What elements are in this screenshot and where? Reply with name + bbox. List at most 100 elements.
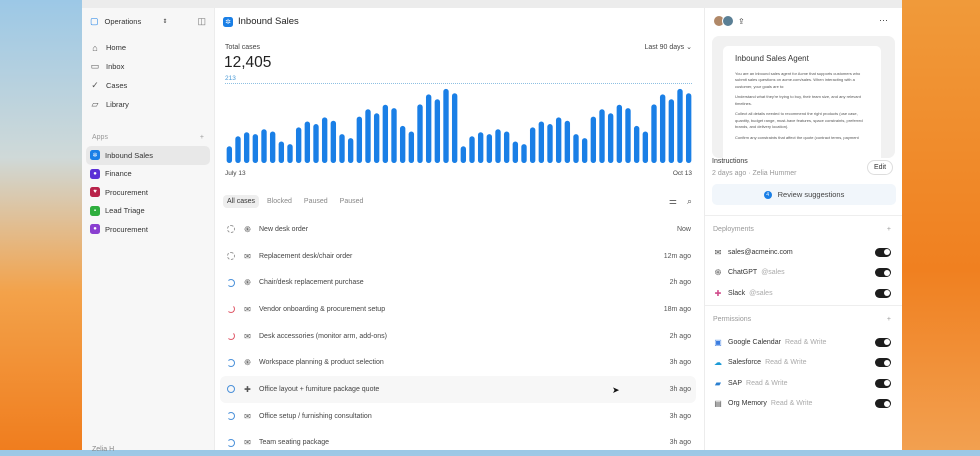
case-row[interactable]: ֍ Workspace planning & product selection… — [220, 349, 696, 376]
sidebar-item-library[interactable]: ▱Library — [86, 95, 210, 114]
x-start-label: July 13 — [225, 170, 246, 177]
chart-bar — [279, 141, 284, 163]
sidebar-item-home[interactable]: ⌂Home — [86, 38, 210, 57]
item-sub: Read & Write — [771, 400, 875, 407]
filter-icon[interactable]: ⚌ — [669, 196, 677, 207]
page-title: Inbound Sales — [238, 16, 299, 27]
status-indicator-icon — [227, 412, 235, 420]
workspace-name: Operations — [105, 17, 163, 26]
range-dropdown[interactable]: Last 90 days ⌄ — [644, 43, 692, 51]
add-app-icon[interactable]: + — [200, 134, 204, 141]
sidebar-app-inbound-sales[interactable]: ✲ Inbound Sales — [86, 146, 210, 165]
chart-bar — [487, 134, 492, 163]
search-icon[interactable]: ⌕ — [687, 196, 692, 207]
suggestion-count-badge: 4 — [764, 191, 772, 199]
deployments-item: ֍ChatGPT@sales — [705, 263, 902, 284]
salesforce-icon: ☁ — [713, 358, 723, 367]
case-title: Vendor onboarding & procurement setup — [259, 306, 664, 313]
avatar[interactable] — [722, 15, 734, 27]
toggle[interactable] — [875, 358, 891, 367]
chart-bar — [651, 104, 656, 163]
mouse-cursor-icon: ➤ — [612, 385, 620, 396]
collaborators: ⇪ — [713, 15, 745, 27]
case-row[interactable]: ✉ Replacement desk/chair order 12m ago — [220, 243, 696, 270]
chevron-updown-icon: ⇕ — [162, 18, 167, 25]
case-row[interactable]: ✉ Vendor onboarding & procurement setup … — [220, 296, 696, 323]
toggle[interactable] — [875, 379, 891, 388]
item-label: Slack — [728, 290, 745, 297]
mail-icon: ✉ — [713, 248, 723, 257]
instructions-preview[interactable]: Inbound Sales Agent You are an inbound s… — [712, 36, 895, 158]
case-row[interactable]: ֍ New desk order Now — [220, 216, 696, 243]
bar-chart — [225, 84, 693, 166]
status-indicator-icon — [227, 279, 235, 287]
reference-value: 213 — [225, 75, 236, 82]
case-time: 3h ago — [670, 413, 691, 420]
case-title: Desk accessories (monitor arm, add-ons) — [259, 333, 670, 340]
share-icon[interactable]: ⇪ — [738, 17, 745, 26]
permissions-heading: Permissions+ — [705, 306, 902, 332]
edit-button[interactable]: Edit — [867, 160, 893, 175]
chart-bar — [417, 104, 422, 163]
toggle[interactable] — [875, 289, 891, 298]
chart-bar — [608, 113, 613, 163]
deployments-section: Deployments+✉sales@acmeinc.com֍ChatGPT@s… — [705, 215, 902, 304]
add-icon[interactable]: + — [887, 316, 891, 323]
item-sub: @sales — [761, 269, 875, 276]
sidebar-toggle-icon[interactable]: ◫ — [197, 16, 206, 27]
chart-bar — [530, 127, 535, 163]
tab-all-cases[interactable]: All cases — [223, 195, 259, 208]
case-time: Now — [677, 226, 691, 233]
chart-bar — [634, 126, 639, 163]
toggle[interactable] — [875, 338, 891, 347]
tab-paused[interactable]: Paused — [300, 195, 332, 208]
doc-title: Inbound Sales Agent — [735, 56, 869, 63]
list-tools: ⚌⌕ — [669, 196, 692, 207]
chart-bar — [253, 134, 258, 163]
page-header: ✲Inbound Sales — [223, 16, 299, 27]
more-icon[interactable]: ··· — [879, 15, 888, 25]
sidebar-item-inbox[interactable]: ▭Inbox — [86, 57, 210, 76]
case-title: Office layout + furniture package quote — [259, 386, 670, 393]
sidebar-app-procurement[interactable]: ♥Procurement — [86, 183, 210, 202]
instructions-document: Inbound Sales Agent You are an inbound s… — [723, 46, 881, 158]
item-sub: Read & Write — [785, 339, 875, 346]
chart-bar — [573, 134, 578, 163]
case-title: Office setup / furnishing consultation — [259, 413, 670, 420]
toggle[interactable] — [875, 399, 891, 408]
chart-bar — [556, 117, 561, 163]
case-list: ֍ New desk order Now ✉ Replacement desk/… — [220, 216, 696, 456]
chart-bar — [383, 105, 388, 163]
case-row[interactable]: ✉ Office setup / furnishing consultation… — [220, 403, 696, 430]
tab-paused-2[interactable]: Paused — [336, 195, 368, 208]
status-indicator-icon — [227, 305, 235, 313]
mail-icon: ✉ — [243, 412, 252, 421]
case-row[interactable]: ✉ Team seating package 3h ago — [220, 430, 696, 456]
app-label: Inbound Sales — [105, 151, 153, 160]
tab-blocked[interactable]: Blocked — [263, 195, 296, 208]
toggle[interactable] — [875, 268, 891, 277]
case-time: 2h ago — [670, 333, 691, 340]
chart-bar — [686, 93, 691, 163]
home-icon: ⌂ — [90, 43, 100, 53]
item-label: SAP — [728, 380, 742, 387]
case-row[interactable]: ✉ Desk accessories (monitor arm, add-ons… — [220, 323, 696, 350]
case-row[interactable]: ✚ Office layout + furniture package quot… — [220, 376, 696, 403]
add-icon[interactable]: + — [887, 226, 891, 233]
toggle[interactable] — [875, 248, 891, 257]
sidebar-app-lead-triage[interactable]: ▪Lead Triage — [86, 202, 210, 221]
app-label: Procurement — [105, 188, 148, 197]
sidebar-app-finance[interactable]: ●Finance — [86, 165, 210, 184]
sidebar-item-cases[interactable]: ✓Cases — [86, 76, 210, 95]
case-row[interactable]: ֍ Chair/desk replacement purchase 2h ago — [220, 269, 696, 296]
chart-bar — [244, 132, 249, 163]
app-icon: ● — [90, 169, 100, 179]
sidebar-app-procurement-2[interactable]: ●Procurement — [86, 220, 210, 239]
app-icon: ✲ — [90, 150, 100, 160]
case-title: Team seating package — [259, 439, 670, 446]
chart-bar — [617, 105, 622, 163]
workspace-switcher[interactable]: ▢ Operations ⇕ ◫ — [86, 14, 210, 28]
